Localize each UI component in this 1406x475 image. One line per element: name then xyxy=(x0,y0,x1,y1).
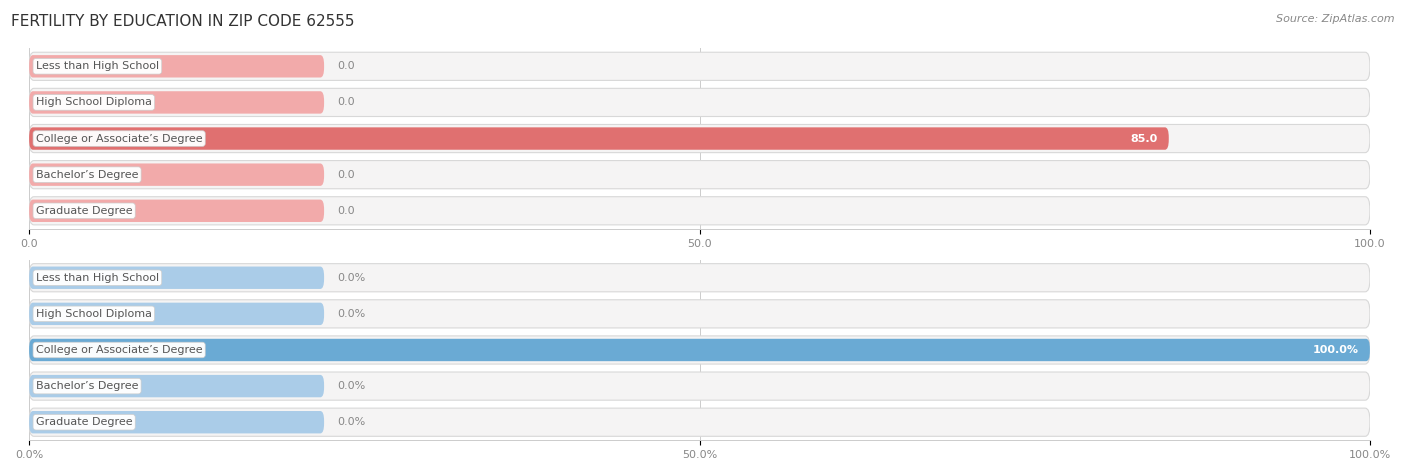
FancyBboxPatch shape xyxy=(30,411,325,433)
Text: 0.0%: 0.0% xyxy=(337,417,366,427)
Text: Graduate Degree: Graduate Degree xyxy=(35,206,132,216)
FancyBboxPatch shape xyxy=(30,266,325,289)
Text: High School Diploma: High School Diploma xyxy=(35,309,152,319)
FancyBboxPatch shape xyxy=(30,127,1168,150)
FancyBboxPatch shape xyxy=(30,55,325,77)
Text: 0.0%: 0.0% xyxy=(337,381,366,391)
Text: College or Associate’s Degree: College or Associate’s Degree xyxy=(35,133,202,143)
Text: Bachelor’s Degree: Bachelor’s Degree xyxy=(35,170,138,180)
Text: High School Diploma: High School Diploma xyxy=(35,97,152,107)
Text: Less than High School: Less than High School xyxy=(35,61,159,71)
Text: 100.0%: 100.0% xyxy=(1313,345,1360,355)
FancyBboxPatch shape xyxy=(30,375,325,397)
FancyBboxPatch shape xyxy=(30,124,1369,152)
Text: Less than High School: Less than High School xyxy=(35,273,159,283)
Text: 0.0: 0.0 xyxy=(337,206,356,216)
Text: 0.0: 0.0 xyxy=(337,170,356,180)
FancyBboxPatch shape xyxy=(30,197,1369,225)
Text: Graduate Degree: Graduate Degree xyxy=(35,417,132,427)
FancyBboxPatch shape xyxy=(30,408,1369,437)
FancyBboxPatch shape xyxy=(30,300,1369,328)
FancyBboxPatch shape xyxy=(30,336,1369,364)
Text: 0.0%: 0.0% xyxy=(337,273,366,283)
Text: Source: ZipAtlas.com: Source: ZipAtlas.com xyxy=(1277,14,1395,24)
FancyBboxPatch shape xyxy=(30,88,1369,116)
FancyBboxPatch shape xyxy=(30,339,1369,361)
Text: 0.0: 0.0 xyxy=(337,97,356,107)
Text: Bachelor’s Degree: Bachelor’s Degree xyxy=(35,381,138,391)
FancyBboxPatch shape xyxy=(30,372,1369,400)
Text: 0.0%: 0.0% xyxy=(337,309,366,319)
Text: FERTILITY BY EDUCATION IN ZIP CODE 62555: FERTILITY BY EDUCATION IN ZIP CODE 62555 xyxy=(11,14,354,29)
FancyBboxPatch shape xyxy=(30,163,325,186)
FancyBboxPatch shape xyxy=(30,264,1369,292)
FancyBboxPatch shape xyxy=(30,91,325,114)
FancyBboxPatch shape xyxy=(30,161,1369,189)
FancyBboxPatch shape xyxy=(30,303,325,325)
Text: 85.0: 85.0 xyxy=(1130,133,1159,143)
Text: College or Associate’s Degree: College or Associate’s Degree xyxy=(35,345,202,355)
FancyBboxPatch shape xyxy=(30,200,325,222)
Text: 0.0: 0.0 xyxy=(337,61,356,71)
FancyBboxPatch shape xyxy=(30,52,1369,80)
